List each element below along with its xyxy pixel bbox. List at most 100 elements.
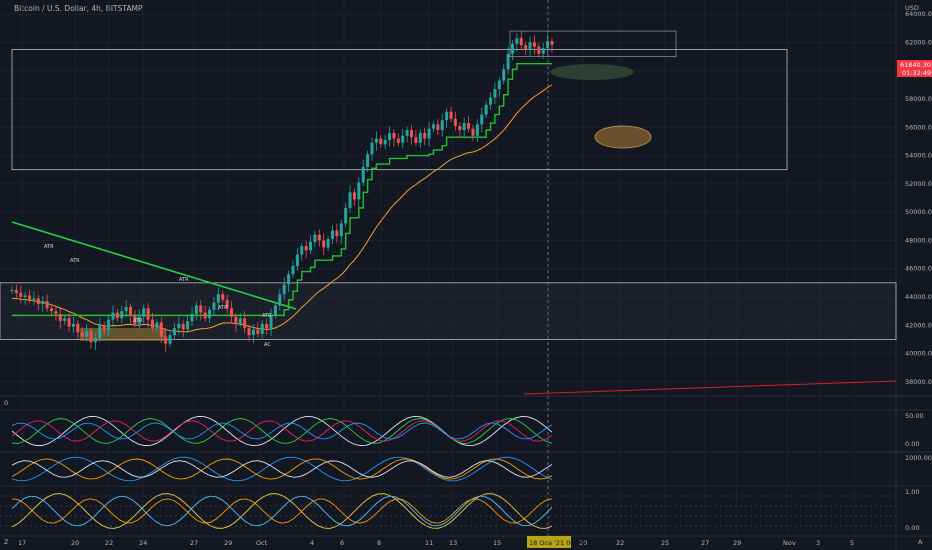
candle-body <box>541 48 545 54</box>
candle-body <box>489 97 493 105</box>
time-tick-label: 22 <box>105 539 113 547</box>
candle-body <box>243 318 247 329</box>
price-tick-label: 48000.00 <box>905 236 932 244</box>
candle-body <box>98 325 102 339</box>
time-tick-label: 17 <box>18 539 26 547</box>
time-tick-label: 3 <box>816 539 820 547</box>
candle-body <box>392 132 396 139</box>
time-tick-label: 27 <box>701 539 709 547</box>
candle-body <box>238 318 242 324</box>
candle-body <box>458 125 462 131</box>
osc3-line <box>11 498 553 524</box>
main-pane-label: Z <box>4 5 9 13</box>
candle-body <box>265 323 269 329</box>
orange-ellipse[interactable] <box>594 125 652 149</box>
candle-body <box>467 123 471 129</box>
candle-body <box>475 124 479 136</box>
time-tick-label: 29 <box>224 539 232 547</box>
osc3-line <box>11 495 553 527</box>
candle-body <box>142 308 146 317</box>
candle-body <box>177 323 181 329</box>
symbol-title: Bitcoin / U.S. Dollar, 4h, BITSTAMP <box>14 4 143 13</box>
candle-body <box>260 323 264 334</box>
price-tick-label: 58000.00 <box>905 95 932 103</box>
candle-body <box>339 223 343 237</box>
candle-body <box>54 311 58 314</box>
candle-body <box>137 316 141 324</box>
candle-body <box>361 166 365 183</box>
candle-body <box>172 328 176 336</box>
candle-body <box>401 135 405 143</box>
annotation-label: ATR <box>218 305 228 311</box>
oscillator-panes: 50.00 0.00 1000.00 1.00 0.00 <box>0 412 932 532</box>
candle-body <box>111 312 115 320</box>
candle-body <box>133 315 137 324</box>
osc1-line <box>11 415 553 447</box>
orange-highlight-box[interactable] <box>80 328 166 341</box>
price-axis[interactable]: 64000.0062000.0060000.0058000.0056000.00… <box>905 10 932 386</box>
candle-body <box>528 42 532 50</box>
candle-body <box>256 329 260 334</box>
candle-body <box>63 318 67 322</box>
candle-body <box>67 318 71 327</box>
annotation-label: ATR <box>179 277 189 283</box>
candle-body <box>379 138 383 145</box>
time-axis[interactable]: 172022242729Oct468111315182022252729Nov3… <box>18 539 854 547</box>
candle-body <box>194 305 198 314</box>
annotation-label: ATR <box>262 313 272 319</box>
candle-body <box>484 104 488 115</box>
candle-body <box>216 294 220 303</box>
candle-body <box>357 182 361 200</box>
price-tick-label: 62000.00 <box>905 38 932 46</box>
candle-body <box>497 80 501 90</box>
red-ray-line[interactable] <box>523 380 897 395</box>
candle-body <box>199 305 203 313</box>
green-ellipse[interactable] <box>550 64 634 80</box>
candle-body <box>532 42 536 47</box>
candle-body <box>506 53 510 70</box>
time-tick-label: 4 <box>310 539 314 547</box>
candle-body <box>278 294 282 306</box>
candle-body <box>431 124 435 129</box>
current-price-tag: 61840.30 01:32:49 <box>897 60 932 77</box>
candle-body <box>546 41 550 49</box>
candle-body <box>150 319 154 329</box>
time-tick-label: 29 <box>733 539 741 547</box>
price-tick-label: 56000.00 <box>905 123 932 131</box>
crosshair-time-tag: 18 Oca '21 00:00 <box>527 536 585 548</box>
candle-body <box>186 321 190 330</box>
annotation-label: ATR <box>70 258 80 264</box>
bottom-left-label: Z <box>4 538 9 546</box>
candle-body <box>212 302 216 310</box>
price-tick-label: 38000.00 <box>905 378 932 386</box>
candle-body <box>414 137 418 143</box>
osc2-line <box>11 458 553 480</box>
candle-body <box>181 323 185 330</box>
candle-body <box>295 254 299 266</box>
candle-body <box>480 114 484 125</box>
price-tick-label: 52000.00 <box>905 180 932 188</box>
price-tick-label: 64000.00 <box>905 10 932 18</box>
osc1-tick: 50.00 <box>905 412 924 420</box>
candle-body <box>396 138 400 143</box>
annotations: ATR ATR ATR ATR ATR ATR AC <box>44 244 272 348</box>
candle-body <box>326 239 330 248</box>
trend-line[interactable] <box>11 221 297 310</box>
price-tick-label: 50000.00 <box>905 208 932 216</box>
candle-body <box>502 69 506 81</box>
candle-body <box>129 306 133 316</box>
candle-body <box>107 319 111 330</box>
candle-body <box>291 265 295 275</box>
osc2-tick: 1000.00 <box>905 454 932 462</box>
time-tick-label: 22 <box>616 539 624 547</box>
candle-body <box>366 154 370 167</box>
candle-body <box>383 140 387 145</box>
candle-body <box>374 138 378 143</box>
candle-body <box>19 292 23 297</box>
candle-body <box>313 234 317 242</box>
trailing-stop-line <box>12 62 552 317</box>
ema-line <box>11 84 553 333</box>
candle-body <box>344 207 348 224</box>
osc1-line <box>11 420 553 442</box>
